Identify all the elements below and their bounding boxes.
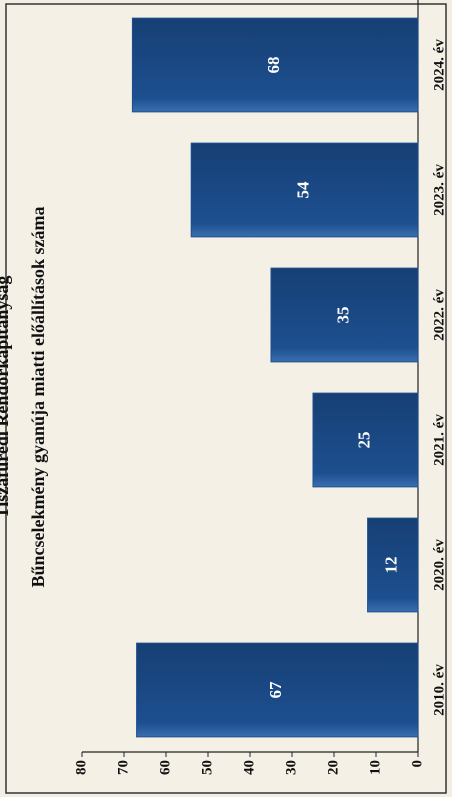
y-tick-label: 10 xyxy=(367,760,383,775)
bar xyxy=(367,517,419,613)
chart-title: Tiszafüredi Rendőrkapitányság xyxy=(0,276,12,519)
bar xyxy=(312,392,419,488)
value-label: 25 xyxy=(354,432,373,449)
bar xyxy=(270,267,419,363)
y-tick-label: 20 xyxy=(325,760,341,775)
x-tick-label: 2024. év xyxy=(431,39,447,91)
value-label: 12 xyxy=(382,557,401,574)
y-tick-label: 40 xyxy=(241,760,257,775)
y-tick-label: 0 xyxy=(409,760,425,768)
x-tick-label: 2022. év xyxy=(431,289,447,341)
x-tick-label: 2010. év xyxy=(431,664,447,716)
value-label: 68 xyxy=(264,57,283,74)
value-label: 67 xyxy=(266,681,285,699)
x-tick-label: 2023. év xyxy=(431,164,447,216)
x-tick-label: 2021. év xyxy=(431,414,447,466)
y-tick-label: 50 xyxy=(199,760,215,775)
chart-body: Tiszafüredi Rendőrkapitányság Bűncselekm… xyxy=(0,0,447,775)
y-tick-label: 60 xyxy=(157,760,173,775)
x-tick-label: 2020. év xyxy=(431,539,447,591)
chart-subtitle: Bűncselekmény gyanúja miatti előállításo… xyxy=(28,207,48,588)
y-tick-label: 80 xyxy=(73,760,89,775)
bar xyxy=(136,642,419,738)
y-tick-label: 30 xyxy=(283,760,299,775)
value-label: 35 xyxy=(333,307,352,324)
bar xyxy=(190,142,419,238)
value-label: 54 xyxy=(294,181,313,199)
y-tick-label: 70 xyxy=(115,760,131,775)
bar xyxy=(131,17,419,113)
